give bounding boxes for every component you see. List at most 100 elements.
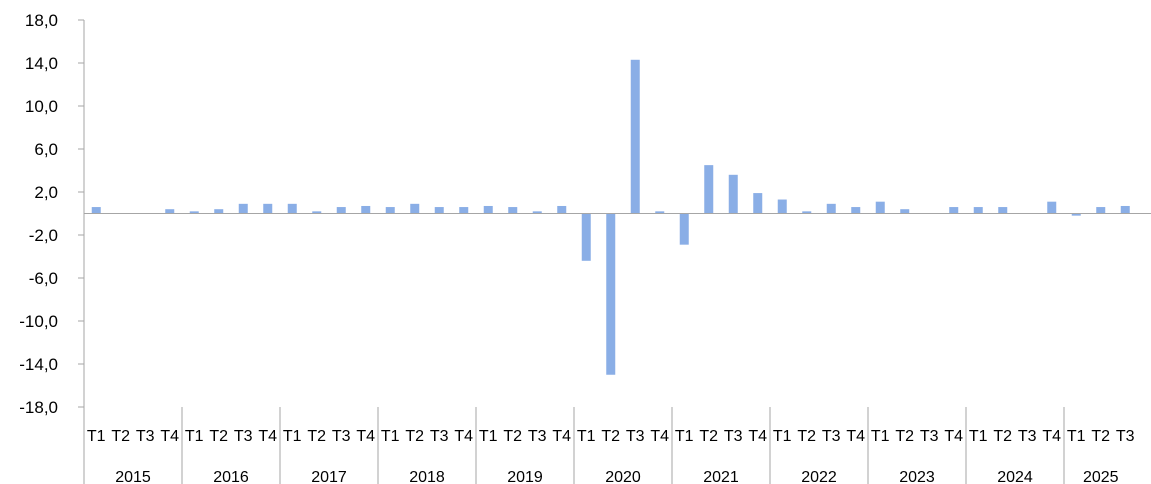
x-group-label: 2021 xyxy=(703,469,739,484)
x-tick-label: T1 xyxy=(479,428,498,445)
y-tick-label: 18,0 xyxy=(25,11,58,30)
x-tick-label: T3 xyxy=(430,428,449,445)
bar xyxy=(287,203,297,214)
x-group-label: 2022 xyxy=(801,469,837,484)
bar xyxy=(1071,213,1081,216)
x-tick-label: T3 xyxy=(724,428,743,445)
bar xyxy=(165,209,175,214)
bar xyxy=(826,203,836,214)
bar xyxy=(238,203,248,214)
bar xyxy=(1047,201,1057,214)
bar xyxy=(336,207,346,214)
bar xyxy=(483,205,493,214)
y-tick-label: -10,0 xyxy=(19,312,58,331)
x-group-label: 2018 xyxy=(409,469,445,484)
x-tick-label: T2 xyxy=(993,428,1012,445)
x-tick-label: T2 xyxy=(405,428,424,445)
x-tick-label: T4 xyxy=(356,428,375,445)
bar xyxy=(557,205,567,214)
x-tick-label: T1 xyxy=(185,428,204,445)
bar xyxy=(385,207,395,214)
x-group-label: 2015 xyxy=(115,469,151,484)
x-tick-label: T2 xyxy=(895,428,914,445)
bar xyxy=(581,213,591,261)
x-tick-label: T1 xyxy=(773,428,792,445)
y-tick-label: -2,0 xyxy=(29,226,58,245)
bar xyxy=(630,59,640,214)
x-tick-label: T2 xyxy=(699,428,718,445)
x-group-label: 2019 xyxy=(507,469,543,484)
bar xyxy=(214,209,224,214)
y-tick-label: 6,0 xyxy=(34,140,58,159)
x-group-label: 2017 xyxy=(311,469,347,484)
y-tick-label: -18,0 xyxy=(19,398,58,417)
x-tick-label: T3 xyxy=(136,428,155,445)
x-tick-label: T3 xyxy=(332,428,351,445)
bar xyxy=(900,209,910,214)
bar xyxy=(949,207,959,214)
bar xyxy=(777,199,787,214)
x-tick-label: T1 xyxy=(675,428,694,445)
x-group-label: 2024 xyxy=(997,469,1033,484)
bar xyxy=(1120,205,1130,214)
x-tick-label: T3 xyxy=(626,428,645,445)
x-tick-label: T1 xyxy=(381,428,400,445)
x-tick-label: T2 xyxy=(601,428,620,445)
bar xyxy=(459,207,469,214)
x-axis: T1 T2 T3 T4 2015 T1 T2 T3 T4 2016 T1 T2 T3 T4 2017 T1 T2… xyxy=(83,213,1151,484)
x-tick-label: T1 xyxy=(1067,428,1086,445)
y-axis: 18,0 14,0 10,0 6,0 2,0 -2,0 -6,0 -10,0 -14,0 -18,… xyxy=(19,11,85,417)
x-tick-label: T4 xyxy=(748,428,767,445)
bar xyxy=(263,203,273,214)
bar xyxy=(728,174,738,214)
x-group-label: 2025 xyxy=(1083,469,1119,484)
bar xyxy=(655,211,665,214)
y-tick-label: -14,0 xyxy=(19,355,58,374)
bar xyxy=(973,207,983,214)
x-tick-label: T4 xyxy=(160,428,179,445)
bar xyxy=(410,203,420,214)
x-tick-label: T4 xyxy=(258,428,277,445)
bar xyxy=(1096,207,1106,214)
y-tick-label: 14,0 xyxy=(25,54,58,73)
x-tick-label: T3 xyxy=(920,428,939,445)
bar xyxy=(875,201,885,214)
x-tick-label: T3 xyxy=(822,428,841,445)
y-tick-label: -6,0 xyxy=(29,269,58,288)
bar xyxy=(753,193,763,214)
x-tick-label: T4 xyxy=(552,428,571,445)
bars xyxy=(91,59,1130,375)
bar xyxy=(532,211,542,214)
x-tick-label: T2 xyxy=(797,428,816,445)
x-tick-label: T3 xyxy=(528,428,547,445)
bar xyxy=(802,211,812,214)
bar xyxy=(606,213,616,375)
x-group-label: 2016 xyxy=(213,469,249,484)
bar xyxy=(91,207,101,214)
y-tick-label: 2,0 xyxy=(34,183,58,202)
bar xyxy=(998,207,1008,214)
x-tick-label: T1 xyxy=(283,428,302,445)
x-tick-label: T4 xyxy=(944,428,963,445)
x-tick-label: T4 xyxy=(454,428,473,445)
x-tick-label: T4 xyxy=(846,428,865,445)
x-tick-label: T2 xyxy=(503,428,522,445)
bar xyxy=(434,207,444,214)
x-tick-label: T3 xyxy=(234,428,253,445)
x-tick-label: T1 xyxy=(969,428,988,445)
x-tick-label: T1 xyxy=(871,428,890,445)
x-group-label: 2020 xyxy=(605,469,641,484)
bar xyxy=(851,207,861,214)
x-tick-label: T4 xyxy=(650,428,669,445)
x-tick-label: T2 xyxy=(307,428,326,445)
x-tick-label: T3 xyxy=(1116,428,1135,445)
bar xyxy=(679,213,689,245)
x-tick-label: T3 xyxy=(1018,428,1037,445)
bar xyxy=(361,205,371,214)
bar xyxy=(508,207,518,214)
x-tick-label: T2 xyxy=(209,428,228,445)
x-tick-label: T1 xyxy=(577,428,596,445)
x-group-label: 2023 xyxy=(899,469,935,484)
bar xyxy=(312,211,322,214)
